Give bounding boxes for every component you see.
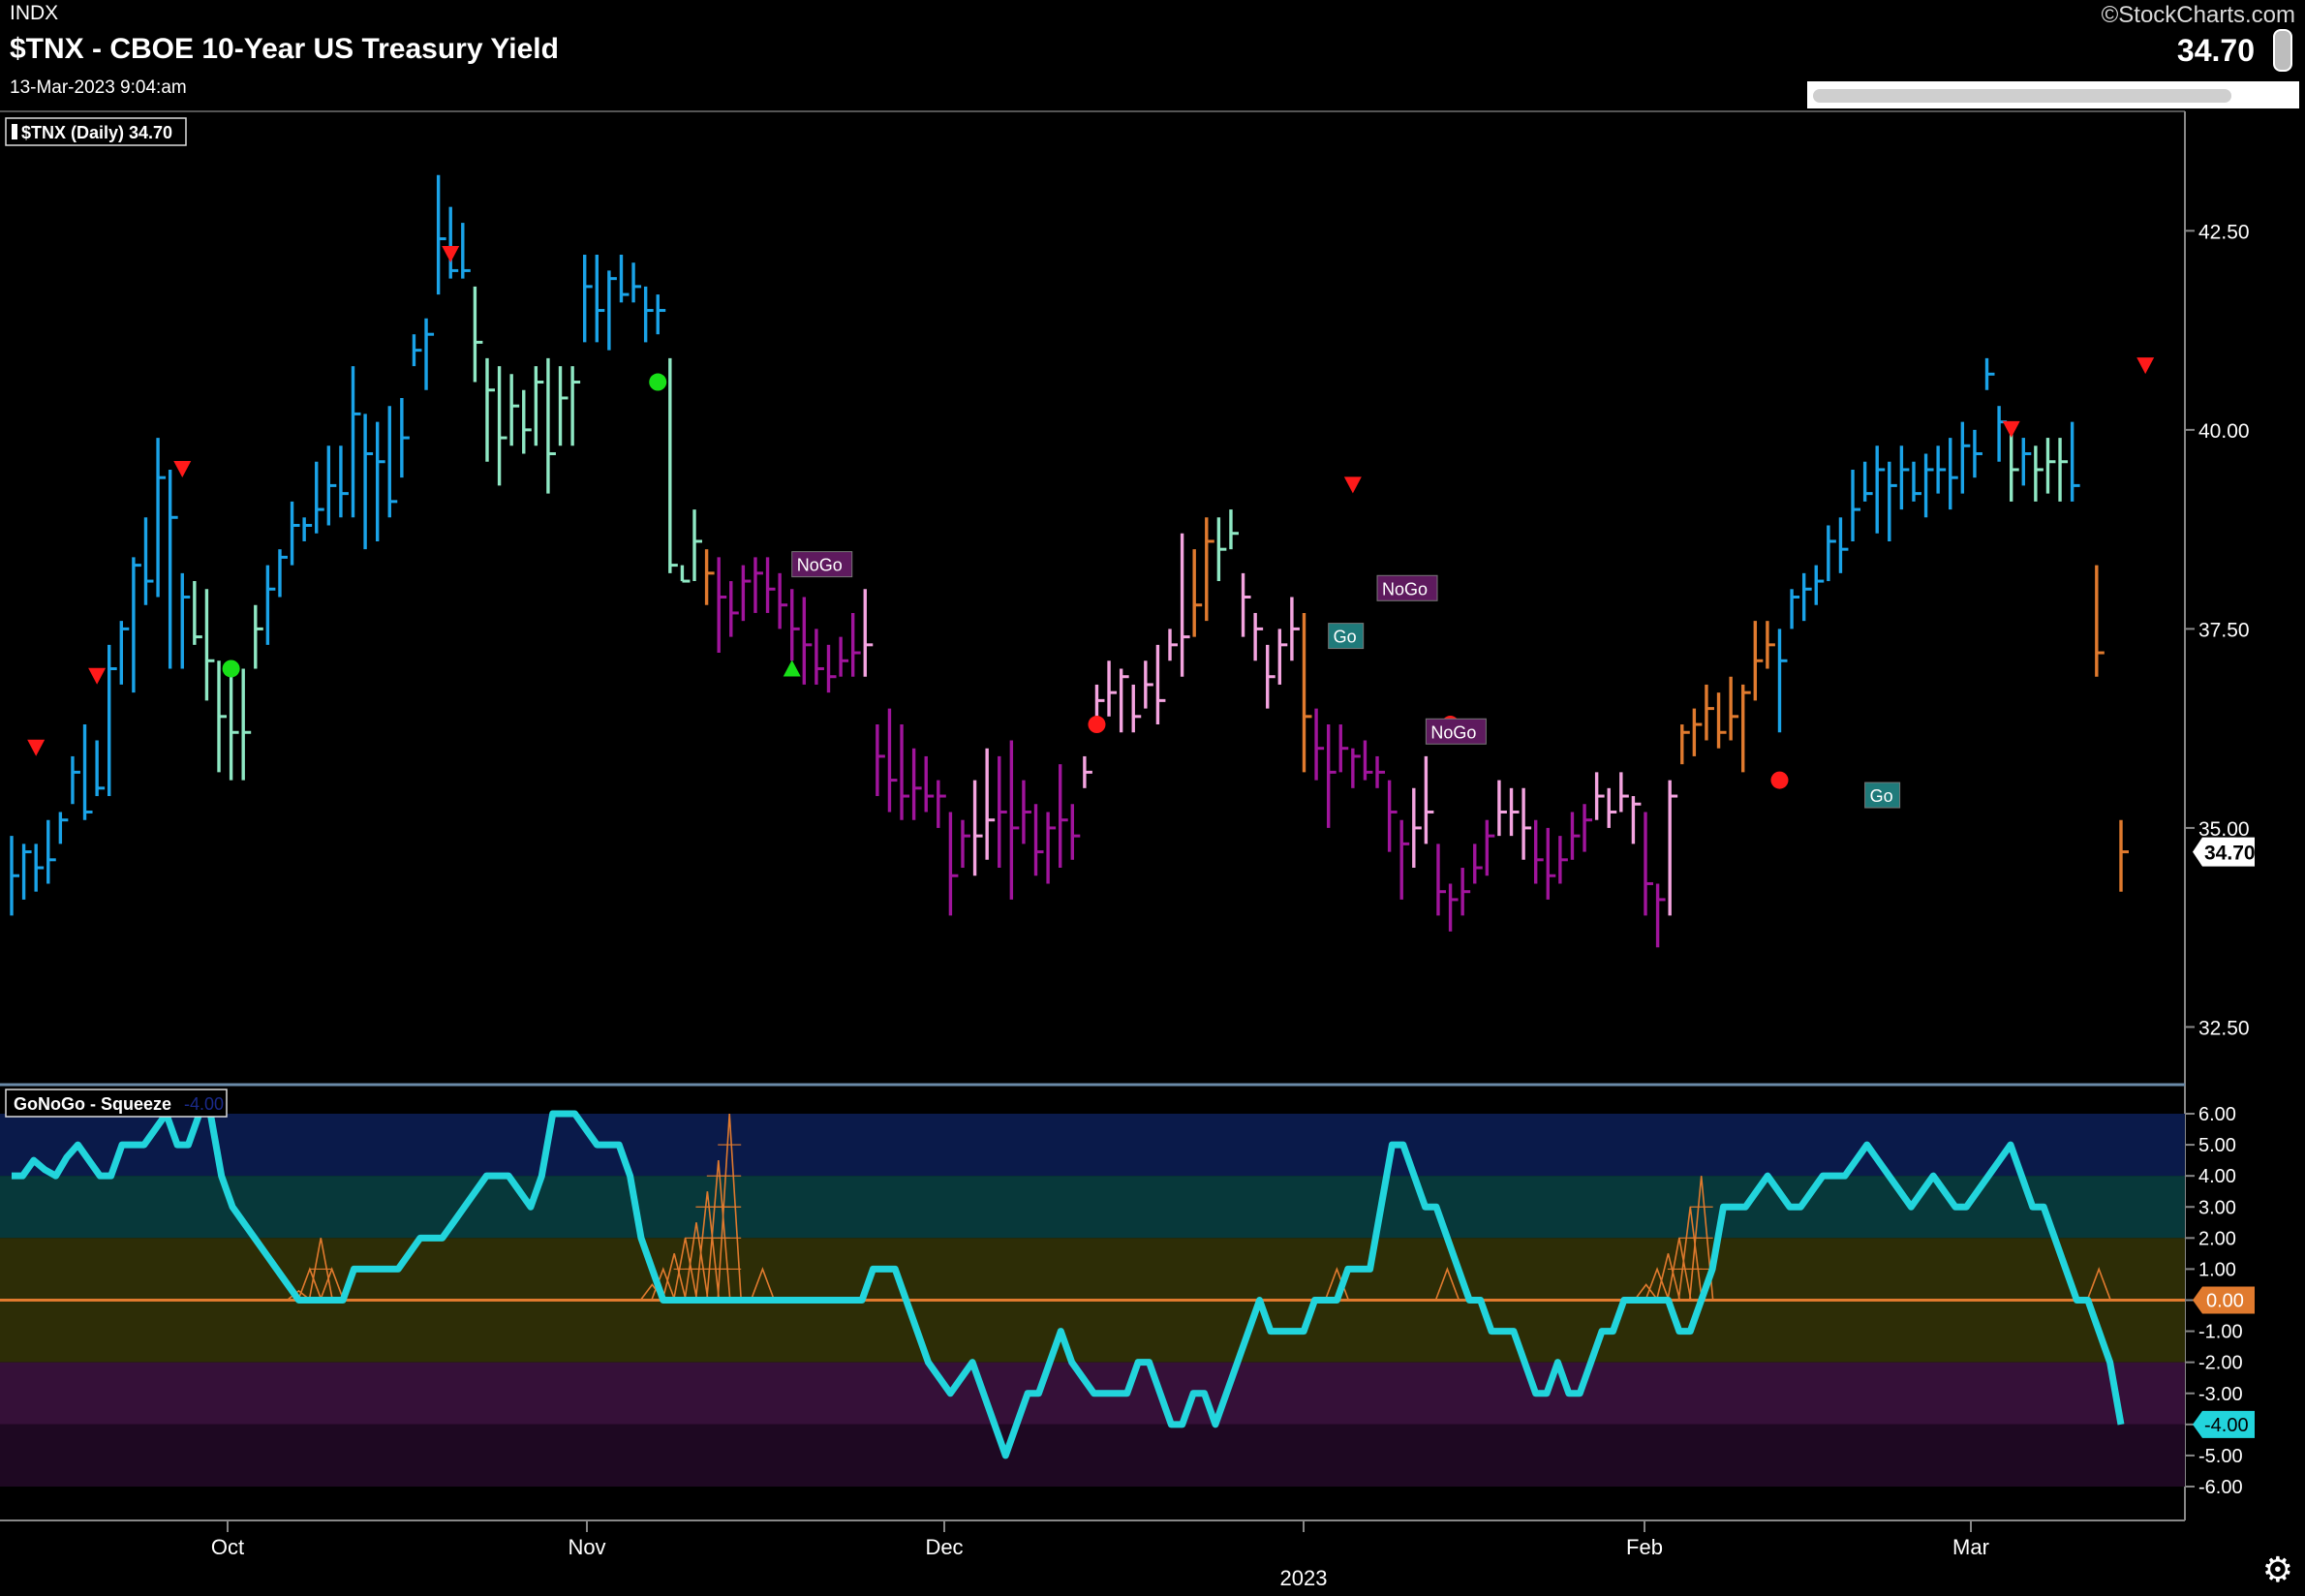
indicator-y-tick-label: -5.00 <box>2198 1446 2243 1467</box>
zero-tag <box>2193 1286 2255 1314</box>
signal-label-box <box>1425 718 1487 745</box>
down-triangle-marker <box>88 667 107 685</box>
indicator-y-tick-label: -1.00 <box>2198 1322 2243 1343</box>
down-triangle-marker <box>27 739 46 756</box>
signal-label-box <box>1328 623 1365 650</box>
indicator-y-tick-label: 1.00 <box>2198 1259 2236 1280</box>
last-price: 34.70 <box>2176 33 2255 68</box>
chart-title: $TNX - CBOE 10-Year US Treasury Yield <box>10 33 559 65</box>
price-legend-box <box>5 117 187 146</box>
indicator-y-tick-label: 5.00 <box>2198 1135 2236 1156</box>
down-triangle-marker <box>2002 420 2020 438</box>
oscillator-line <box>12 1110 2125 1459</box>
chart-datetime: 13-Mar-2023 9:04:am <box>10 77 187 98</box>
down-triangle-marker <box>442 245 460 262</box>
signal-label-box <box>1864 782 1901 809</box>
indicator-y-tick-label: -2.00 <box>2198 1353 2243 1374</box>
signal-label-box <box>791 551 853 578</box>
indicator-y-tick-label: 4.00 <box>2198 1166 2236 1187</box>
zero-tag-label: 0.00 <box>2206 1291 2244 1312</box>
price-y-tick-label: 40.00 <box>2198 420 2250 443</box>
price-legend: $TNX (Daily) 34.70 <box>21 123 172 142</box>
indicator-zone-band <box>0 1300 2185 1363</box>
indicator-y-tick-label: 6.00 <box>2198 1104 2236 1125</box>
indicator-legend-box <box>5 1089 228 1118</box>
horizontal-scrollbar[interactable] <box>1813 89 2231 103</box>
x-tick-label: Nov <box>568 1535 605 1559</box>
last-price-tag <box>2193 837 2255 867</box>
signal-label: NoGo <box>797 556 843 575</box>
down-triangle-marker <box>2136 357 2155 375</box>
green-dot-marker <box>649 373 667 391</box>
red-dot-marker <box>1770 771 1789 789</box>
price-y-tick-label: 37.50 <box>2198 619 2250 641</box>
indicator-y-tick-label: -3.00 <box>2198 1384 2243 1405</box>
oscillator-last-tag <box>2193 1410 2255 1438</box>
indicator-legend: GoNoGo - Squeeze <box>14 1094 171 1114</box>
gear-icon[interactable]: ⚙ <box>2261 1550 2293 1589</box>
indicator-legend-value: -4.00 <box>184 1094 224 1114</box>
price-y-tick-label: 42.50 <box>2198 221 2250 243</box>
oscillator-last-tag-label: -4.00 <box>2204 1415 2249 1436</box>
signal-label: Go <box>1870 786 1893 806</box>
signal-label: NoGo <box>1382 579 1428 598</box>
x-tick-label: Feb <box>1626 1535 1663 1559</box>
price-legend-swatch <box>12 124 17 139</box>
chart-header: INDX $TNX - CBOE 10-Year US Treasury Yie… <box>0 0 2305 111</box>
green-dot-marker <box>222 660 240 678</box>
indicator-zone-band <box>0 1424 2185 1487</box>
price-y-tick-label: 32.50 <box>2198 1017 2250 1039</box>
down-triangle-marker <box>173 460 192 477</box>
vertical-scrollbar[interactable] <box>2273 29 2292 72</box>
indicator-y-tick-label: 3.00 <box>2198 1197 2236 1218</box>
last-price-tag-label: 34.70 <box>2204 843 2256 865</box>
x-tick-label: Oct <box>211 1535 244 1559</box>
signal-label: Go <box>1334 628 1357 647</box>
indicator-zone-band <box>0 1114 2185 1177</box>
copyright-label: ©StockCharts.com <box>2101 2 2295 28</box>
down-triangle-marker <box>1343 476 1362 494</box>
indicator-y-tick-label: 2.00 <box>2198 1228 2236 1249</box>
indicator-zone-band <box>0 1176 2185 1239</box>
indicator-y-tick-label: -6.00 <box>2198 1477 2243 1498</box>
price-y-tick-label: 35.00 <box>2198 818 2250 841</box>
x-tick-label: Mar <box>1952 1535 1989 1559</box>
up-triangle-marker <box>783 660 801 677</box>
exchange-label: INDX <box>10 2 59 24</box>
signal-label: NoGo <box>1430 722 1476 742</box>
x-year-label: 2023 <box>1280 1566 1328 1590</box>
signal-label-box <box>1376 574 1438 601</box>
red-dot-marker <box>1088 716 1106 734</box>
x-tick-label: Dec <box>925 1535 963 1559</box>
